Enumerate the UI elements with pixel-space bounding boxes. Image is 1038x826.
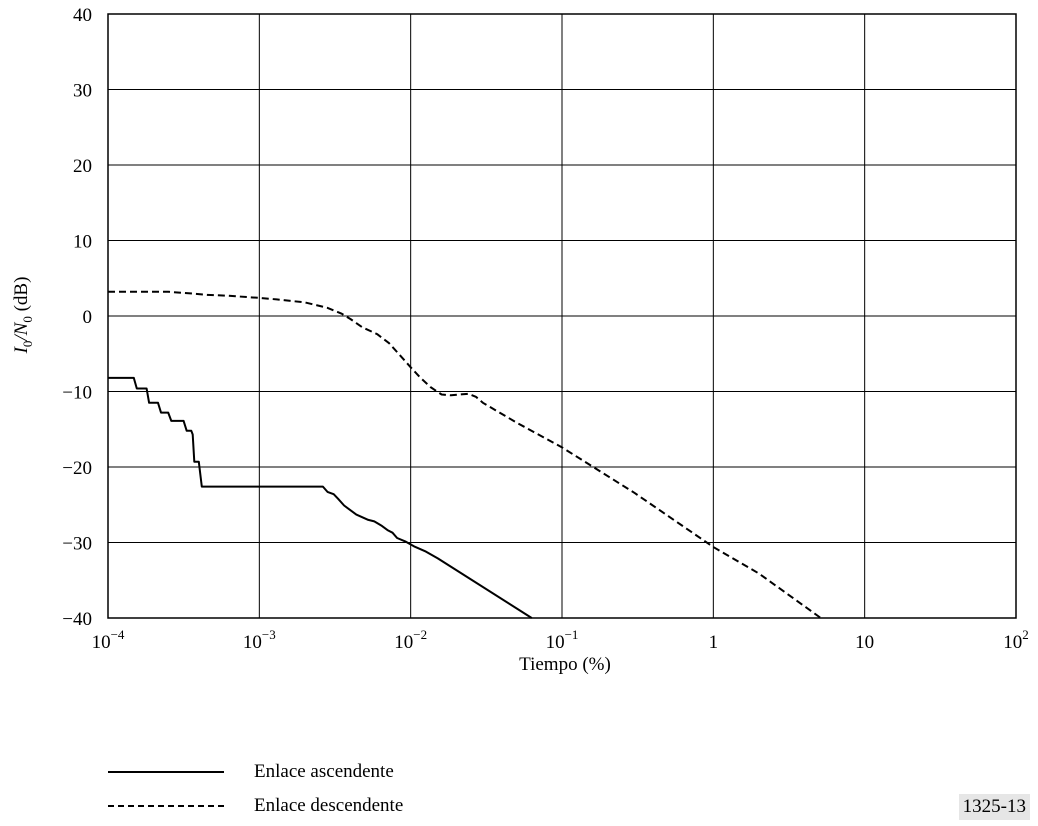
legend-item-ascendente: Enlace ascendente: [108, 760, 394, 784]
y-tick-label: 10: [73, 232, 92, 253]
x-tick-label: 10−4: [92, 627, 125, 653]
legend-item-descendente: Enlace descendente: [108, 794, 403, 818]
x-tick-label: 10−3: [243, 627, 276, 653]
x-tick-label: 10: [855, 632, 874, 653]
y-tick-label: −30: [62, 534, 92, 555]
x-tick-label: 10−1: [546, 627, 579, 653]
y-tick-label: 20: [73, 156, 92, 177]
y-tick-label: −20: [62, 458, 92, 479]
y-tick-label: 30: [73, 81, 92, 102]
x-axis-label: Tiempo (%): [519, 654, 611, 675]
y-tick-label: 0: [83, 307, 93, 328]
legend-label-ascendente: Enlace ascendente: [254, 761, 394, 782]
plot-frame: [107, 13, 1017, 619]
series-line-descendente: [108, 290, 822, 619]
x-tick-label: 102: [1003, 627, 1029, 653]
series-line-ascendente: [108, 376, 533, 619]
legend-swatch-solid: [108, 771, 224, 773]
y-tick-label: 40: [73, 5, 92, 26]
figure-id: 1325-13: [958, 794, 1030, 820]
x-tick-label: 1: [709, 632, 719, 653]
chart: 10−4 10−3 10−2 10−1 1 10 102 40 30 20 10 0 −10 −20 −3…: [11, 5, 1029, 675]
y-tick-label: −10: [62, 383, 92, 404]
y-axis-label: I0/N0 (dB): [11, 277, 35, 355]
legend-label-descendente: Enlace descendente: [254, 795, 404, 816]
y-tick-label: −40: [62, 609, 92, 630]
x-tick-label: 10−2: [394, 627, 427, 653]
legend-swatch-dashed: [108, 805, 224, 807]
